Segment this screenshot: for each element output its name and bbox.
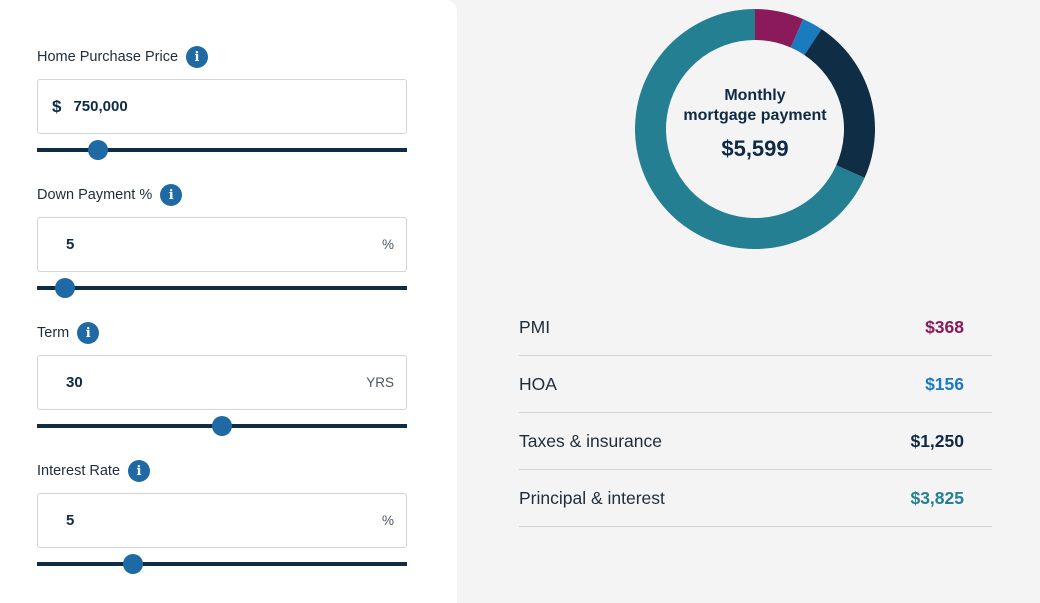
slider-thumb[interactable] — [88, 140, 109, 160]
donut-title-line1: Monthly — [724, 87, 786, 104]
breakdown-row-taxes: Taxes & insurance $1,250 — [519, 413, 992, 470]
down-payment-input[interactable]: 5 % — [37, 217, 407, 272]
donut-slice-taxes-insurance — [804, 29, 875, 178]
down-payment-value: 5 — [66, 236, 75, 253]
principal-interest-value: $3,825 — [910, 487, 964, 508]
slider-track — [37, 286, 407, 290]
slider-thumb[interactable] — [212, 416, 232, 436]
home-price-label: Home Purchase Price — [37, 49, 179, 65]
hoa-label: HOA — [519, 373, 557, 394]
taxes-insurance-value: $1,250 — [910, 430, 964, 451]
info-icon[interactable]: i — [186, 46, 209, 68]
interest-rate-label: Interest Rate — [37, 463, 121, 479]
home-price-slider[interactable] — [37, 139, 407, 161]
interest-rate-input[interactable]: 5 % — [37, 493, 407, 548]
slider-track — [37, 562, 407, 566]
monthly-payment-total: $5,599 — [721, 136, 789, 161]
years-suffix: YRS — [366, 375, 394, 390]
calculator-inputs-panel: Home Purchase Price i $ 750,000 Down Pay… — [0, 0, 457, 603]
payment-donut-chart: Monthly mortgage payment $5,599 — [634, 8, 876, 250]
pmi-label: PMI — [519, 316, 551, 337]
payment-breakdown: PMI $368 HOA $156 Taxes & insurance $1,2… — [519, 299, 992, 527]
donut-slice-pmi — [755, 9, 804, 48]
slider-thumb[interactable] — [54, 278, 75, 298]
home-price-value: 750,000 — [73, 98, 128, 115]
down-payment-label: Down Payment % — [37, 187, 153, 203]
donut-slice-hoa — [790, 19, 822, 55]
donut-center-label: Monthly mortgage payment $5,599 — [634, 8, 876, 250]
breakdown-row-hoa: HOA $156 — [519, 356, 992, 413]
info-icon[interactable]: i — [77, 322, 100, 344]
down-payment-slider[interactable] — [37, 277, 407, 299]
breakdown-row-pmi: PMI $368 — [519, 299, 992, 356]
breakdown-row-principal: Principal & interest $3,825 — [519, 470, 992, 527]
hoa-value: $156 — [925, 373, 964, 394]
home-price-input[interactable]: $ 750,000 — [37, 79, 407, 134]
term-slider[interactable] — [37, 415, 407, 437]
donut-svg — [635, 9, 875, 249]
percent-suffix: % — [381, 513, 394, 528]
term-field: Term i 30 YRS — [37, 322, 407, 436]
dollar-prefix: $ — [52, 96, 62, 116]
term-label: Term — [37, 325, 70, 341]
down-payment-field: Down Payment % i 5 % — [37, 184, 407, 298]
results-panel — [457, 0, 1040, 603]
interest-rate-slider[interactable] — [37, 553, 407, 575]
info-icon[interactable]: i — [160, 184, 183, 206]
term-value: 30 — [66, 374, 83, 391]
home-price-field: Home Purchase Price i $ 750,000 — [37, 46, 407, 160]
donut-title-line2: mortgage payment — [683, 107, 827, 124]
percent-suffix: % — [381, 237, 394, 252]
taxes-insurance-label: Taxes & insurance — [519, 430, 662, 451]
slider-thumb[interactable] — [123, 554, 144, 574]
info-icon[interactable]: i — [128, 460, 151, 482]
interest-rate-field: Interest Rate i 5 % — [37, 460, 407, 574]
term-input[interactable]: 30 YRS — [37, 355, 407, 410]
slider-track — [37, 148, 407, 152]
pmi-value: $368 — [925, 316, 964, 337]
interest-rate-value: 5 — [66, 512, 75, 529]
principal-interest-label: Principal & interest — [519, 487, 665, 508]
